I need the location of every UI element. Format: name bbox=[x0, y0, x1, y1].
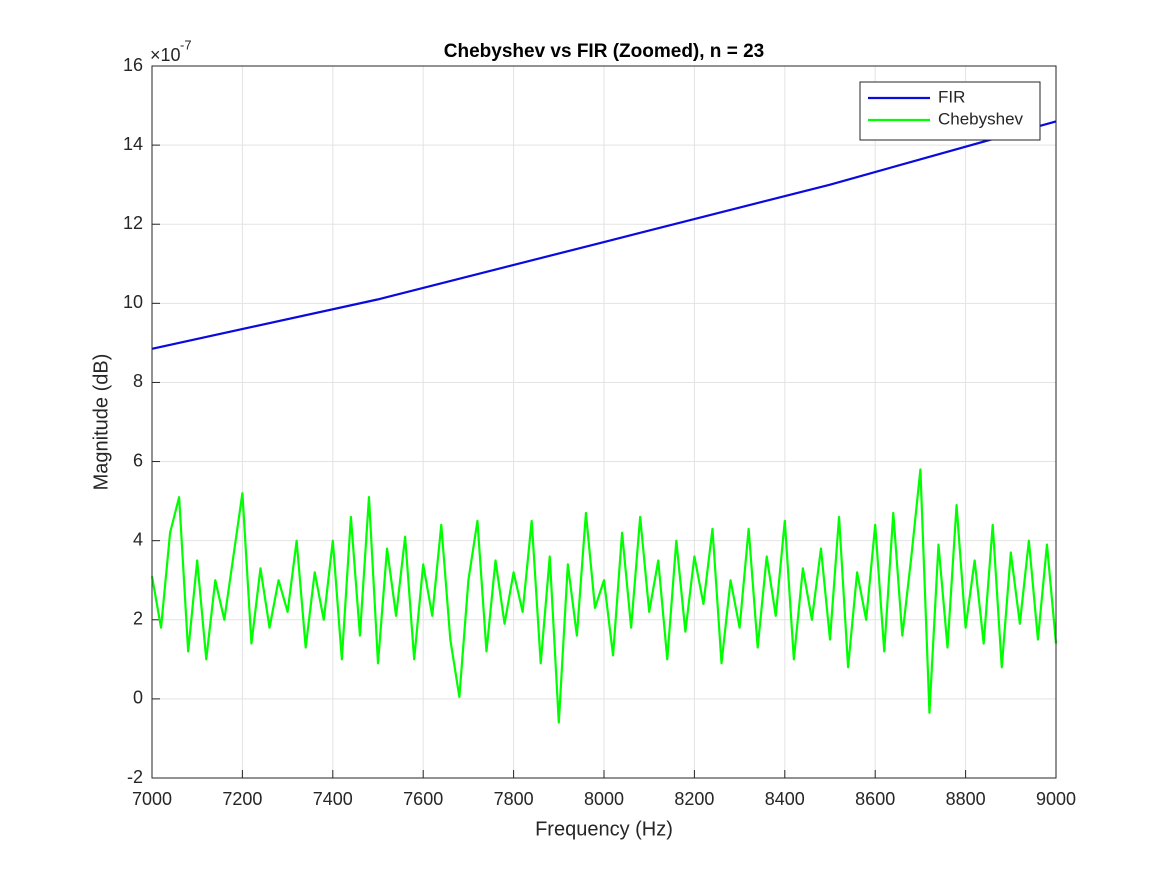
y-tick-label: -2 bbox=[127, 767, 143, 787]
legend-box bbox=[859, 81, 1041, 141]
series-line bbox=[150, 468, 1058, 724]
y-tick-label: 4 bbox=[133, 529, 143, 549]
y-tick-label: 14 bbox=[123, 134, 143, 154]
x-tick-label: 8800 bbox=[946, 789, 986, 809]
x-tick-label: 9000 bbox=[1036, 789, 1076, 809]
y-tick-label: 8 bbox=[133, 371, 143, 391]
series-line bbox=[151, 120, 1057, 350]
y-exponent-power: -7 bbox=[180, 37, 192, 52]
legend-label: FIR bbox=[938, 87, 965, 106]
x-tick-label: 7400 bbox=[313, 789, 353, 809]
y-tick-label: 6 bbox=[133, 450, 143, 470]
chart-title: Chebyshev vs FIR (Zoomed), n = 23 bbox=[444, 41, 764, 62]
x-tick-label: 8200 bbox=[674, 789, 714, 809]
y-tick-label: 0 bbox=[133, 688, 143, 708]
x-tick-label: 7000 bbox=[132, 789, 172, 809]
y-axis-label: Magnitude (dB) bbox=[90, 354, 112, 491]
y-tick-label: 10 bbox=[123, 292, 143, 312]
x-tick-label: 7600 bbox=[403, 789, 443, 809]
y-tick-label: 12 bbox=[123, 213, 143, 233]
axes-box bbox=[151, 65, 1057, 779]
y-exponent: ×10 bbox=[150, 45, 181, 65]
x-tick-label: 8600 bbox=[855, 789, 895, 809]
x-tick-label: 7200 bbox=[222, 789, 262, 809]
y-tick-label: 16 bbox=[123, 55, 143, 75]
x-axis-label: Frequency (Hz) bbox=[535, 818, 673, 840]
x-tick-label: 8000 bbox=[584, 789, 624, 809]
legend-label: Chebyshev bbox=[938, 109, 1024, 128]
y-tick-label: 2 bbox=[133, 609, 143, 629]
x-tick-label: 8400 bbox=[765, 789, 805, 809]
x-tick-label: 7800 bbox=[494, 789, 534, 809]
